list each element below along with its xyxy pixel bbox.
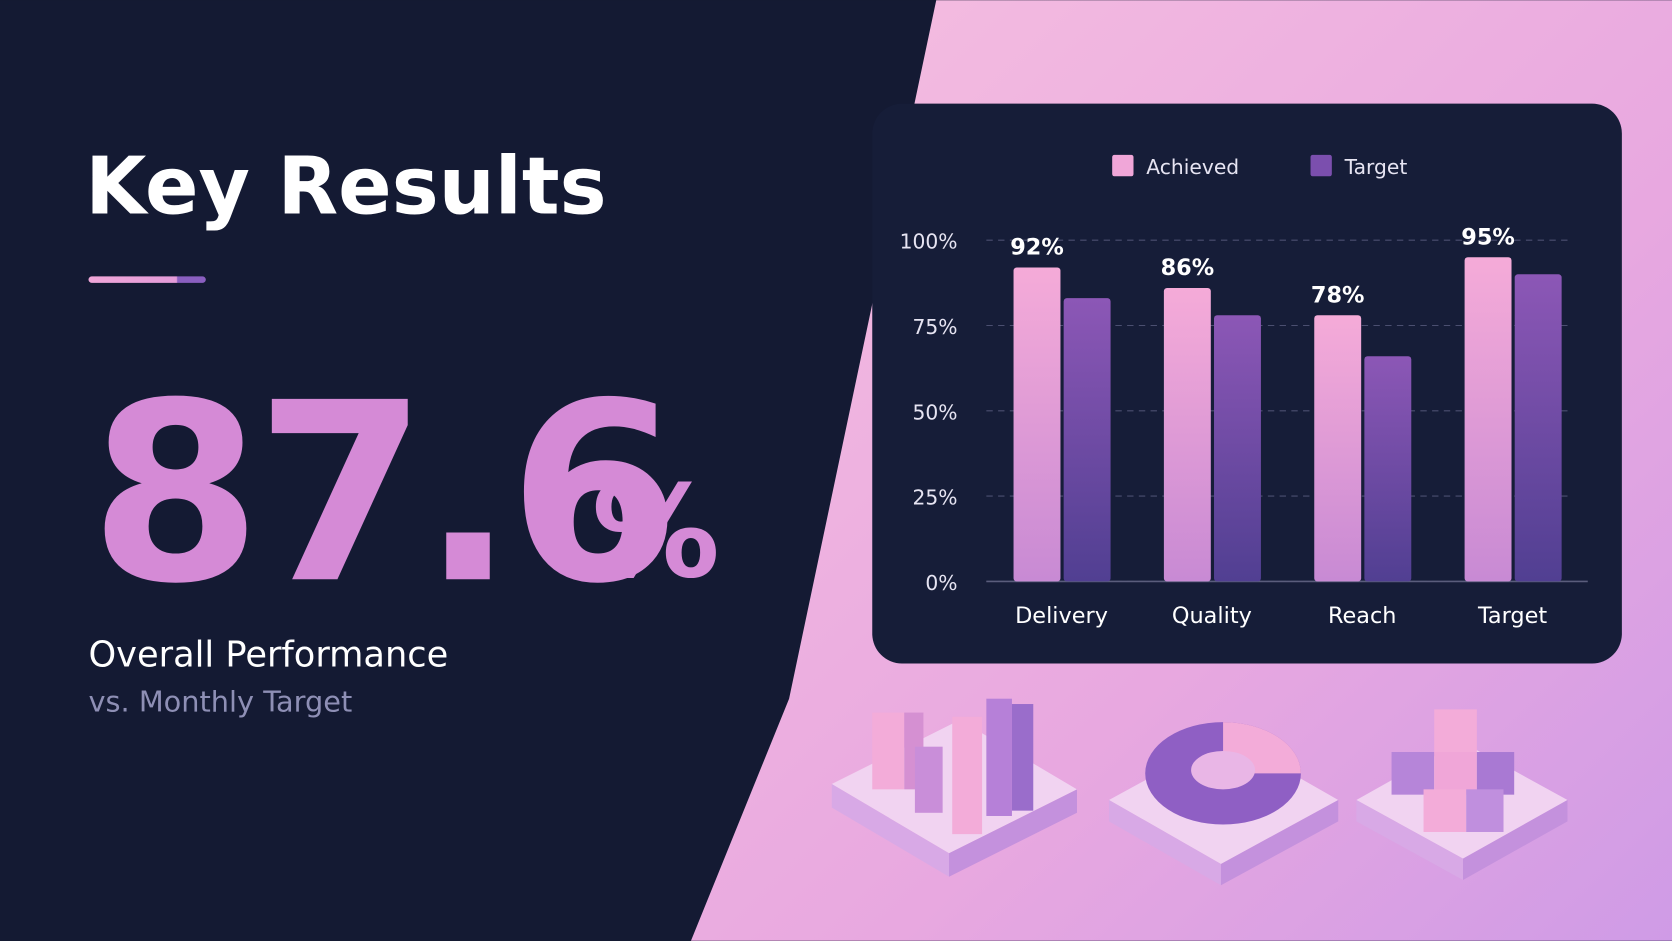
- kpi-unit: %: [592, 458, 720, 607]
- legend-swatch: [1112, 154, 1134, 177]
- value-label: 92%: [1010, 235, 1064, 261]
- legend-label: Target: [1344, 155, 1408, 179]
- y-tick-label: 50%: [913, 400, 958, 424]
- value-label: 95%: [1461, 224, 1515, 250]
- kpi-value: 87.6: [90, 350, 675, 638]
- y-tick-label: 100%: [900, 230, 958, 254]
- x-tick-label: Reach: [1328, 603, 1397, 629]
- bar: [1514, 274, 1562, 582]
- x-tick-label: Delivery: [1015, 603, 1108, 629]
- value-label: 78%: [1311, 282, 1365, 308]
- x-tick-label: Target: [1477, 603, 1547, 629]
- y-tick-label: 0%: [925, 571, 957, 595]
- legend-swatch: [1310, 154, 1332, 177]
- legend-label: Achieved: [1146, 155, 1239, 179]
- bar: [1364, 356, 1412, 582]
- bar: [1063, 298, 1111, 582]
- y-tick-label: 25%: [913, 486, 958, 510]
- y-tick-label: 75%: [913, 315, 958, 339]
- title: Key Results: [85, 141, 606, 233]
- bar: [1214, 315, 1261, 582]
- bar: [1163, 287, 1211, 582]
- bar: [1464, 257, 1512, 582]
- title-underline: [88, 276, 206, 283]
- value-label: 86%: [1161, 255, 1215, 281]
- kpi-sublabel: vs. Monthly Target: [89, 684, 353, 718]
- bar: [1314, 315, 1362, 582]
- kpi-label: Overall Performance: [89, 635, 449, 676]
- bar: [1013, 267, 1061, 582]
- x-tick-label: Quality: [1172, 603, 1252, 629]
- decor-icons: [831, 698, 1568, 886]
